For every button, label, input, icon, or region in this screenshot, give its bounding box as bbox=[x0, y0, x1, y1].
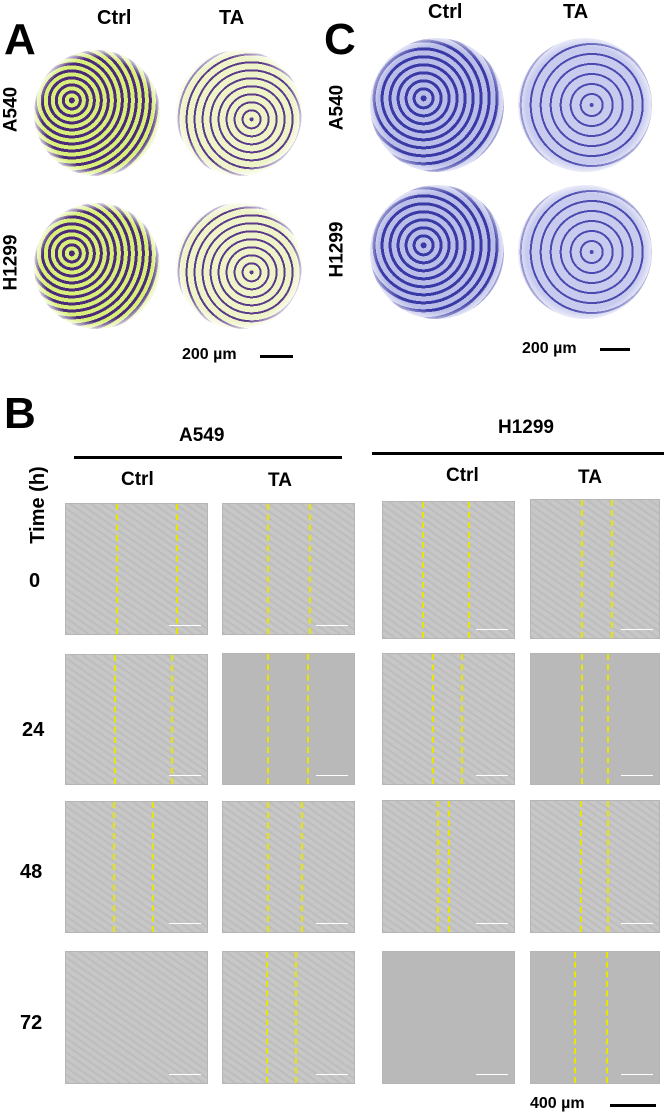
panel-letter-a: A bbox=[4, 15, 36, 64]
group-a549-line bbox=[74, 456, 342, 459]
scratch-h1299-ctrl-48h bbox=[382, 800, 515, 933]
panel-a-col-ta: TA bbox=[219, 7, 245, 29]
time-header: Time (h) bbox=[27, 466, 49, 544]
scratch-h1299-ta-0h bbox=[530, 499, 660, 639]
scratch-a549-ctrl-48h bbox=[65, 801, 208, 933]
dish-h1299-ta bbox=[176, 203, 302, 329]
panel-a-row-a540: A540 bbox=[0, 86, 22, 133]
scratch-a549-ctrl-0h bbox=[65, 503, 208, 635]
dish-c-a540-ctrl bbox=[370, 38, 504, 172]
panel-a-col-ctrl: Ctrl bbox=[97, 7, 132, 29]
time-48-label: 48 bbox=[20, 861, 43, 883]
panel-c-scale-text: 200 µm bbox=[522, 340, 577, 357]
panel-letter-b: B bbox=[4, 389, 36, 438]
scratch-h1299-ctrl-24h bbox=[382, 653, 515, 785]
scratch-h1299-ctrl-0h bbox=[382, 501, 515, 639]
dish-c-h1299-ctrl bbox=[370, 185, 504, 319]
panel-c-col-ctrl: Ctrl bbox=[428, 1, 463, 23]
dish-c-h1299-ta bbox=[518, 185, 652, 319]
dish-h1299-ctrl bbox=[34, 203, 160, 329]
b-col-h1299-ta: TA bbox=[578, 467, 602, 488]
panel-c-row-a540: A540 bbox=[326, 84, 348, 131]
time-0-label: 0 bbox=[29, 570, 41, 592]
panel-a-scale-text: 200 µm bbox=[182, 346, 237, 363]
dish-c-a540-ta bbox=[518, 38, 652, 172]
panel-c-scale-bar bbox=[600, 348, 630, 351]
b-col-a549-ta: TA bbox=[268, 470, 292, 491]
scratch-a549-ctrl-24h bbox=[65, 654, 208, 785]
panel-letter-c: C bbox=[324, 15, 356, 64]
time-24-label: 24 bbox=[22, 719, 45, 741]
panel-b-scale-text: 400 µm bbox=[530, 1095, 585, 1112]
time-72-label: 72 bbox=[20, 1012, 43, 1034]
scratch-a549-ta-48h bbox=[222, 801, 355, 933]
b-col-h1299-ctrl: Ctrl bbox=[446, 465, 479, 486]
scratch-h1299-ta-48h bbox=[530, 800, 660, 933]
scratch-a549-ta-72h bbox=[222, 951, 355, 1084]
panel-c-col-ta: TA bbox=[563, 1, 589, 23]
b-col-a549-ctrl: Ctrl bbox=[121, 469, 154, 490]
group-a549-label: A549 bbox=[179, 425, 225, 446]
panel-a-row-h1299: H1299 bbox=[0, 234, 22, 291]
group-h1299-line bbox=[372, 452, 664, 455]
dish-a540-ta bbox=[176, 50, 302, 176]
scratch-h1299-ta-72h bbox=[530, 951, 660, 1084]
panel-c-row-h1299: H1299 bbox=[326, 221, 348, 278]
scratch-h1299-ta-24h bbox=[530, 653, 660, 785]
dish-a540-ctrl bbox=[34, 50, 160, 176]
scratch-a549-ta-0h bbox=[222, 503, 355, 635]
panel-b-scale-bar bbox=[610, 1104, 656, 1107]
panel-a-scale-bar bbox=[260, 355, 293, 358]
group-h1299-label: H1299 bbox=[498, 417, 554, 438]
scratch-a549-ctrl-72h bbox=[65, 951, 208, 1084]
scratch-h1299-ctrl-72h bbox=[382, 951, 515, 1084]
scratch-a549-ta-24h bbox=[222, 653, 355, 785]
